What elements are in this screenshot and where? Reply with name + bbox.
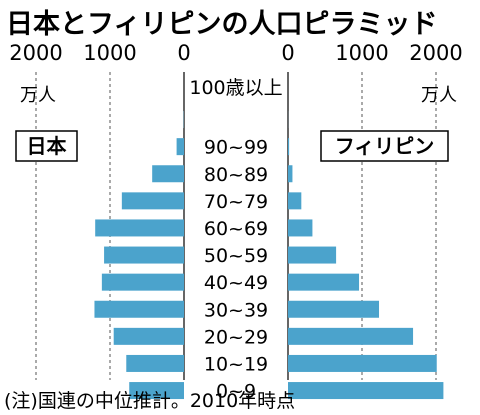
- bar-philippines: [288, 192, 302, 210]
- bar-japan: [152, 165, 184, 183]
- tick-label-left: 0: [177, 41, 190, 65]
- bar-philippines: [288, 165, 293, 183]
- bar-philippines: [288, 138, 290, 156]
- bar-japan: [126, 354, 184, 372]
- unit-label-left: 万人: [20, 85, 56, 106]
- country-box-philippines: [320, 130, 449, 162]
- bar-philippines: [288, 273, 360, 291]
- age-category-label: 100歳以上: [189, 77, 282, 99]
- tick-label-right: 1000: [335, 41, 388, 65]
- tick-label-left: 2000: [9, 41, 62, 65]
- bar-japan: [95, 219, 184, 237]
- age-category-label: 60~69: [204, 218, 268, 240]
- bar-japan: [104, 246, 184, 264]
- age-category-label: 80~89: [204, 164, 268, 186]
- bar-philippines: [288, 246, 337, 264]
- tick-label-right: 0: [281, 41, 294, 65]
- bar-philippines: [288, 219, 313, 237]
- bar-philippines: [288, 382, 444, 400]
- bar-japan: [101, 273, 184, 291]
- bar-japan: [113, 327, 184, 345]
- age-category-label: 10~19: [204, 353, 268, 375]
- country-label-japan: 日本: [27, 134, 67, 158]
- tick-label-right: 2000: [409, 41, 462, 65]
- page-title: 日本とフィリピンの人口ピラミッド: [6, 9, 438, 40]
- age-category-label: 30~39: [204, 299, 268, 321]
- age-category-label: 40~49: [204, 272, 268, 294]
- unit-label-right: 万人: [421, 85, 457, 106]
- age-category-label: 0~9: [216, 381, 256, 403]
- bar-philippines: [288, 300, 380, 318]
- age-category-label: 50~59: [204, 245, 268, 267]
- footnote: (注)国連の中位推計。2010年時点: [4, 390, 296, 412]
- bar-philippines: [288, 354, 437, 372]
- bar-japan: [121, 192, 184, 210]
- age-category-label: 70~79: [204, 191, 268, 213]
- bar-japan: [94, 300, 184, 318]
- age-category-label: 90~99: [204, 137, 268, 159]
- bar-philippines: [288, 327, 414, 345]
- bar-japan: [129, 382, 184, 400]
- bar-japan: [176, 138, 184, 156]
- age-category-label: 20~29: [204, 326, 268, 348]
- tick-label-left: 1000: [83, 41, 136, 65]
- country-label-philippines: フィリピン: [335, 134, 435, 158]
- country-box-japan: [15, 130, 78, 162]
